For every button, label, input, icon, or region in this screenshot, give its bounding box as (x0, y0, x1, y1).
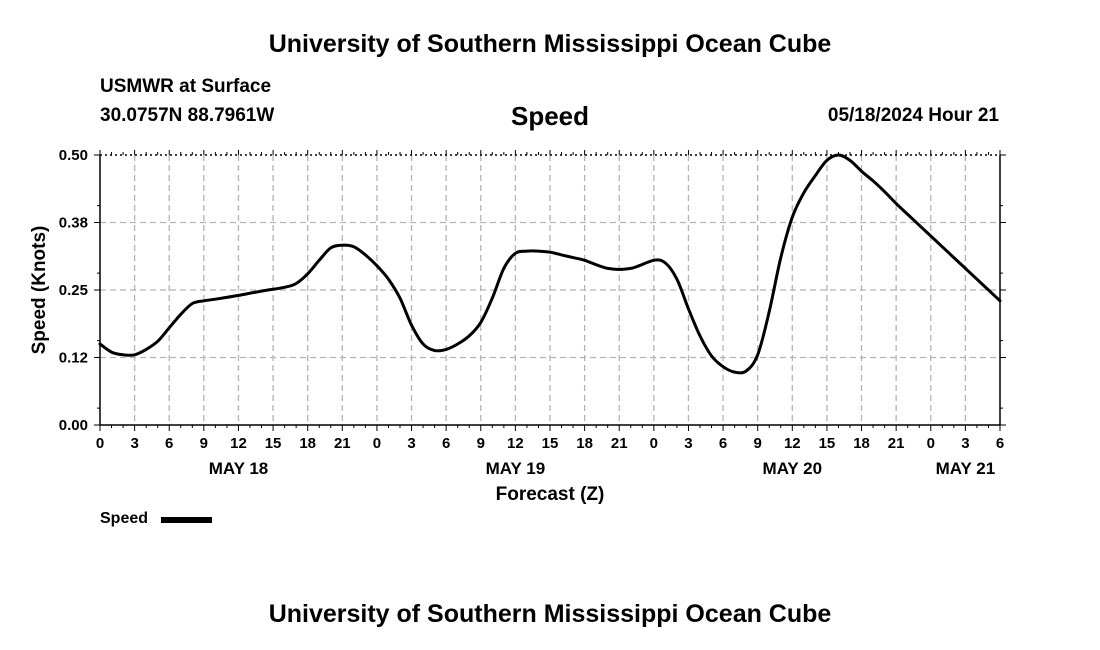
x-tick-label: 0 (650, 435, 658, 452)
chart-series (98, 153, 1002, 375)
x-tick-label: 15 (819, 435, 836, 452)
x-tick-label: 3 (407, 435, 415, 452)
x-tick-label: 15 (542, 435, 559, 452)
x-tick-label: 6 (442, 435, 450, 452)
date-label: MAY 19 (486, 459, 546, 478)
y-axis-label: Speed (Knots) (29, 226, 50, 355)
x-tick-label: 18 (853, 435, 870, 452)
y-tick-label: 0.12 (59, 350, 88, 367)
x-tick-label: 21 (334, 435, 351, 452)
x-tick-label: 12 (230, 435, 247, 452)
x-tick-label: 15 (265, 435, 282, 452)
x-tick-label: 3 (130, 435, 138, 452)
date-label: MAY 20 (763, 459, 823, 478)
x-tick-label: 6 (719, 435, 727, 452)
x-tick-label: 12 (784, 435, 801, 452)
x-tick-label: 18 (299, 435, 316, 452)
x-tick-label: 9 (200, 435, 208, 452)
parameter-title: Speed (510, 101, 590, 131)
x-tick-label: 12 (507, 435, 524, 452)
date-label: MAY 21 (936, 459, 996, 478)
x-tick-label: 21 (611, 435, 628, 452)
x-tick-label: 0 (927, 435, 935, 452)
page-title: University of Southern Mississippi Ocean… (268, 30, 832, 58)
forecast-datetime: 05/18/2024 Hour 21 (827, 105, 999, 126)
y-tick-label: 0.25 (59, 282, 88, 299)
legend-label: Speed (100, 510, 149, 527)
x-tick-label: 6 (165, 435, 173, 452)
x-tick-label: 9 (754, 435, 762, 452)
y-tick-label: 0.50 (59, 147, 88, 164)
y-tick-label: 0.00 (59, 417, 88, 434)
x-tick-label: 18 (576, 435, 593, 452)
x-tick-label: 0 (96, 435, 104, 452)
chart-grid (100, 154, 1000, 425)
x-tick-label: 3 (961, 435, 969, 452)
x-tick-label: 9 (477, 435, 485, 452)
legend-swatch (161, 517, 212, 523)
x-axis-label: Forecast (Z) (496, 484, 605, 505)
x-tick-label: 3 (684, 435, 692, 452)
x-tick-label: 0 (373, 435, 381, 452)
chart-labels: 0 3 6 9 12 15 18 21 0 3 6 9 12 15 18 21 0 3 6 9 12 15 18 21 0 3 6 0… (59, 147, 1004, 478)
footer-title: University of Southern Mississippi Ocean… (268, 600, 832, 628)
chart-axes (94, 150, 1006, 431)
series-line-speed (98, 153, 1002, 375)
station-label: USMWR at Surface (100, 76, 272, 97)
station-coordinates: 30.0757N 88.7961W (100, 105, 275, 126)
x-tick-label: 6 (996, 435, 1004, 452)
date-label: MAY 18 (209, 459, 269, 478)
y-tick-label: 0.38 (59, 215, 88, 232)
x-tick-label: 21 (888, 435, 905, 452)
